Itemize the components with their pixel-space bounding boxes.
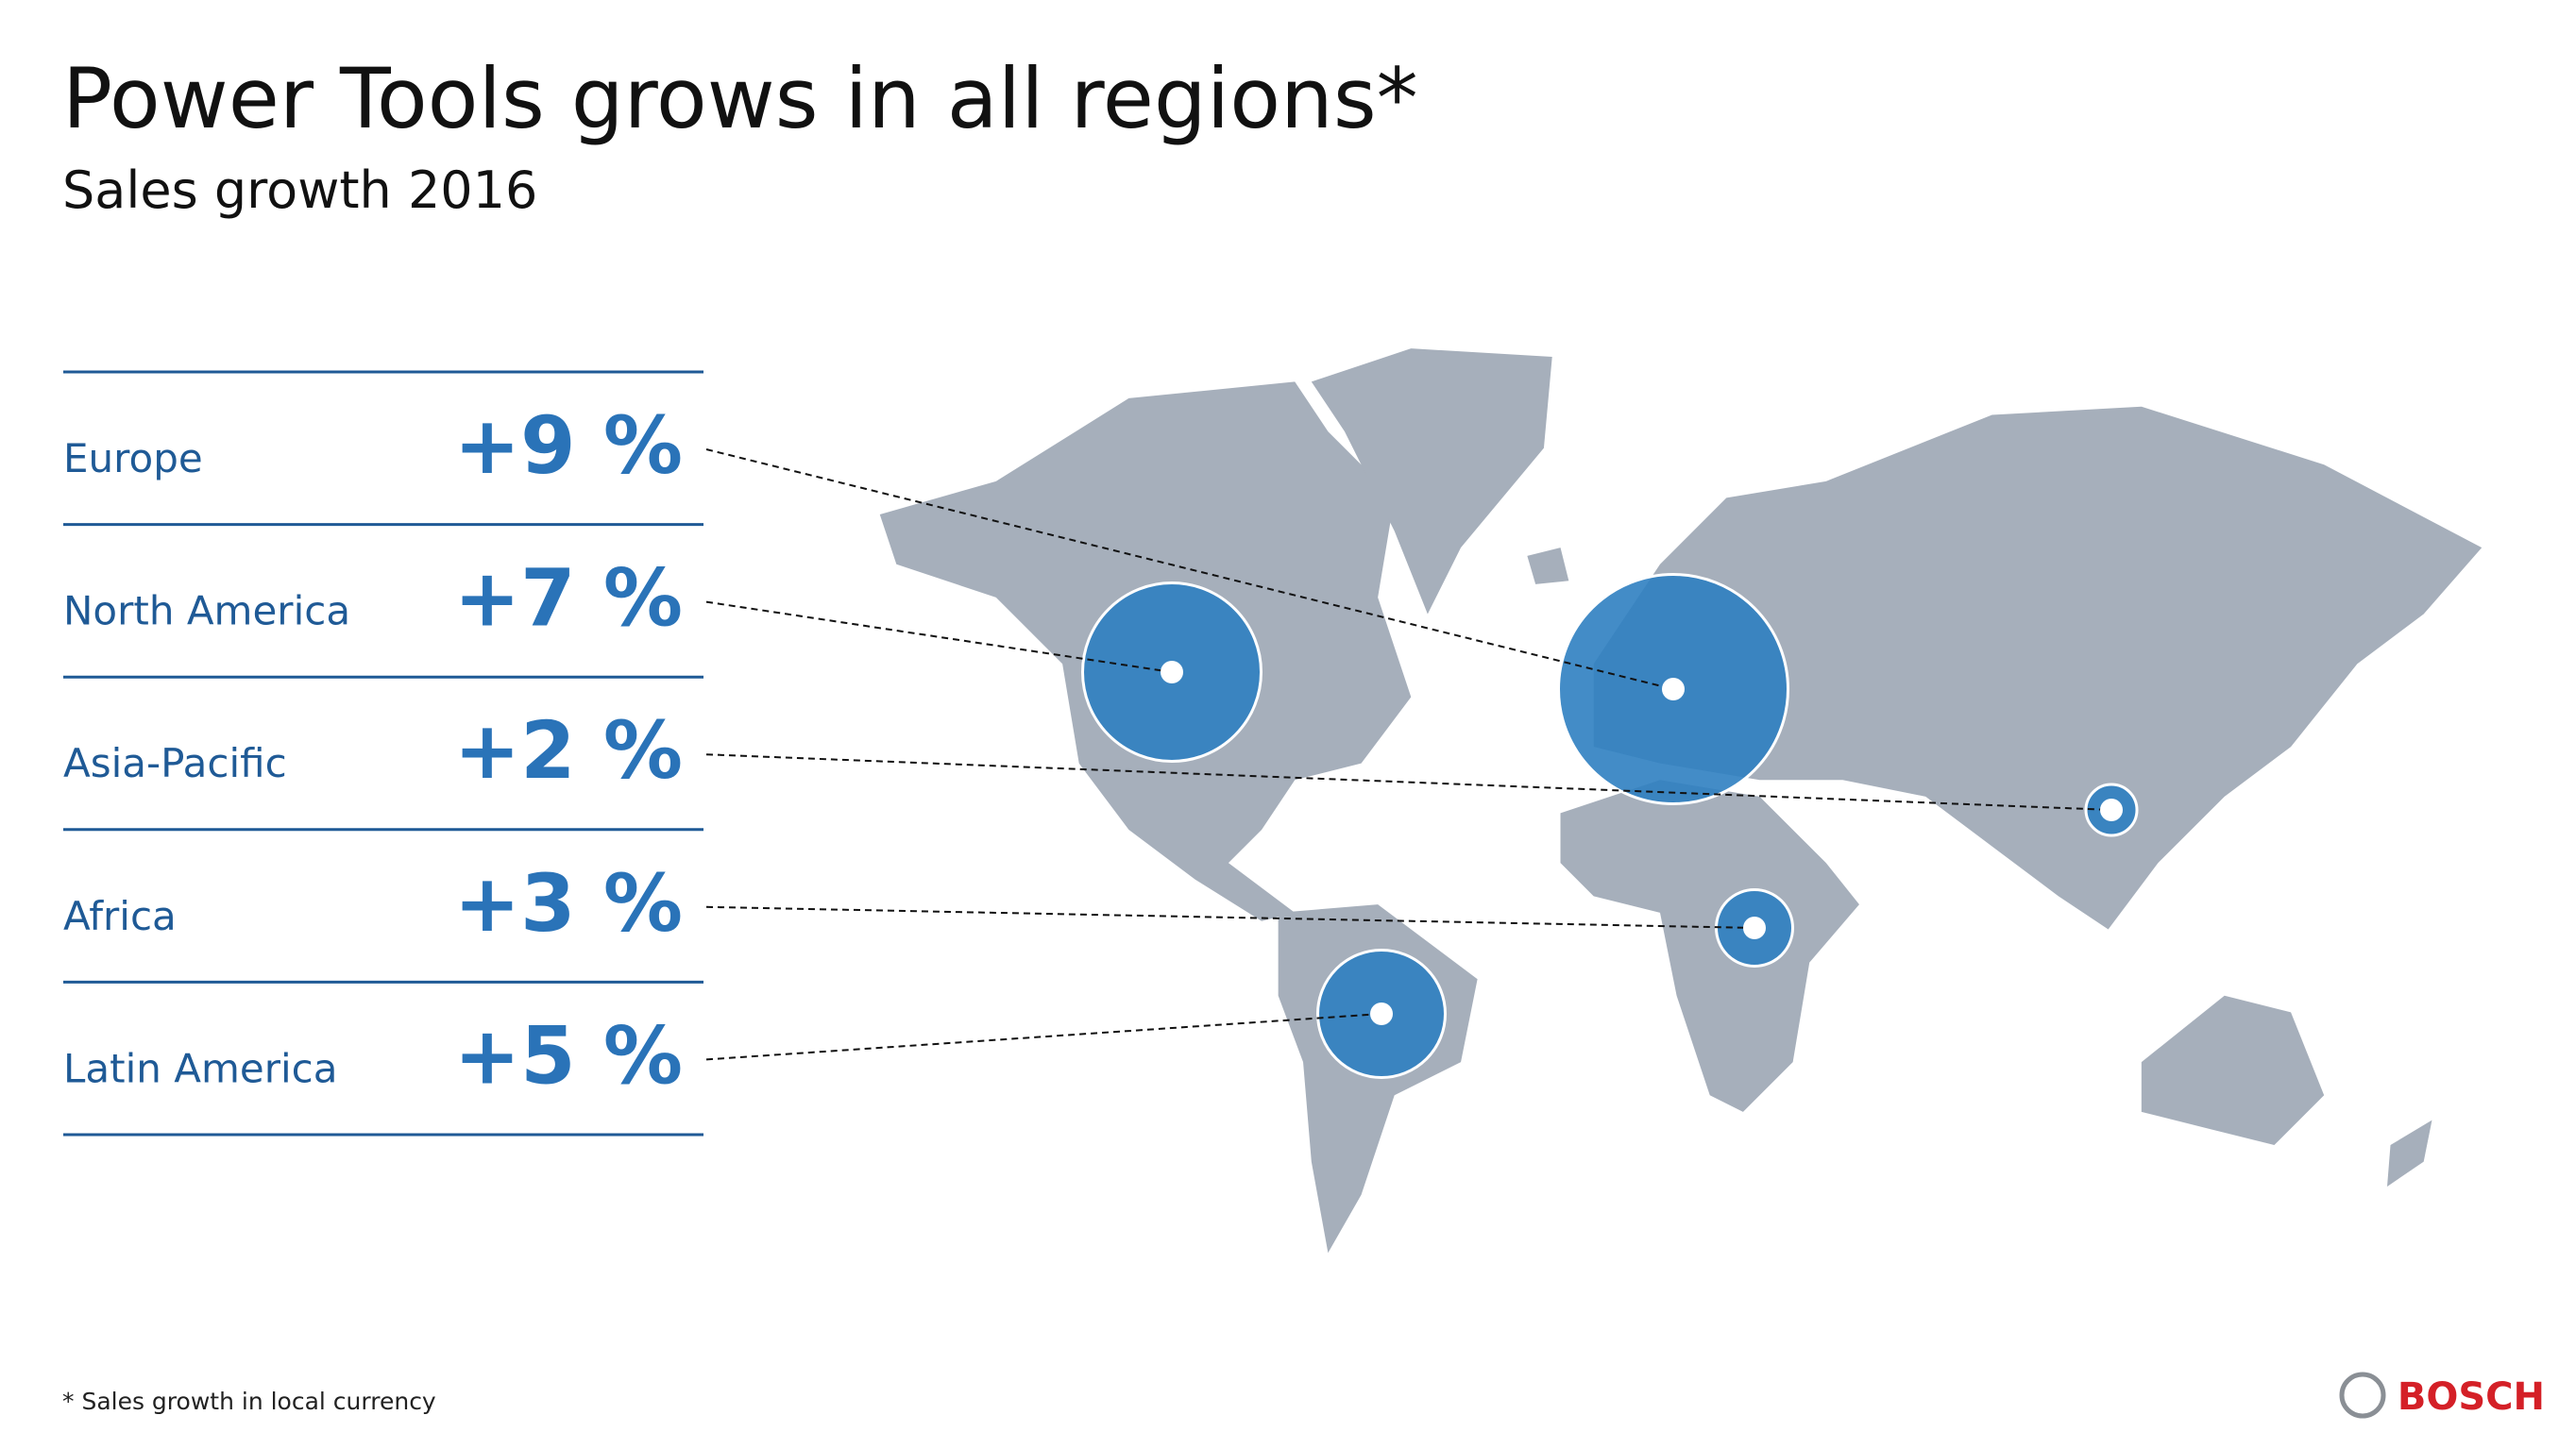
logo-mark bbox=[2339, 1372, 2386, 1419]
value-label: +3 % bbox=[454, 857, 683, 950]
logo: BOSCH bbox=[2339, 1372, 2545, 1419]
footnote: * Sales growth in local currency bbox=[62, 1388, 436, 1415]
logo-text: BOSCH bbox=[2398, 1375, 2545, 1419]
bubble-dot bbox=[1743, 917, 1766, 939]
title: Power Tools grows in all regions* bbox=[62, 50, 1418, 147]
bubble-dot bbox=[1161, 661, 1183, 683]
value-label: +7 % bbox=[454, 552, 683, 645]
region-label: Africa bbox=[63, 893, 177, 939]
bubble-dot bbox=[1370, 1003, 1393, 1025]
subtitle: Sales growth 2016 bbox=[62, 160, 537, 220]
leader-line bbox=[705, 905, 1755, 929]
region-label: Latin America bbox=[63, 1045, 338, 1091]
value-label: +9 % bbox=[454, 399, 683, 492]
leader-line bbox=[705, 753, 2112, 811]
region-label: Europe bbox=[63, 435, 203, 481]
leader-line bbox=[705, 1013, 1382, 1061]
value-label: +5 % bbox=[454, 1009, 683, 1102]
region-label: North America bbox=[63, 588, 350, 634]
value-label: +2 % bbox=[454, 704, 683, 797]
leader-line bbox=[705, 448, 1674, 690]
region-label: Asia-Pacific bbox=[63, 740, 287, 786]
bubble-dot bbox=[2100, 799, 2123, 821]
world-map bbox=[879, 348, 2483, 1254]
bubble-dot bbox=[1662, 678, 1685, 700]
